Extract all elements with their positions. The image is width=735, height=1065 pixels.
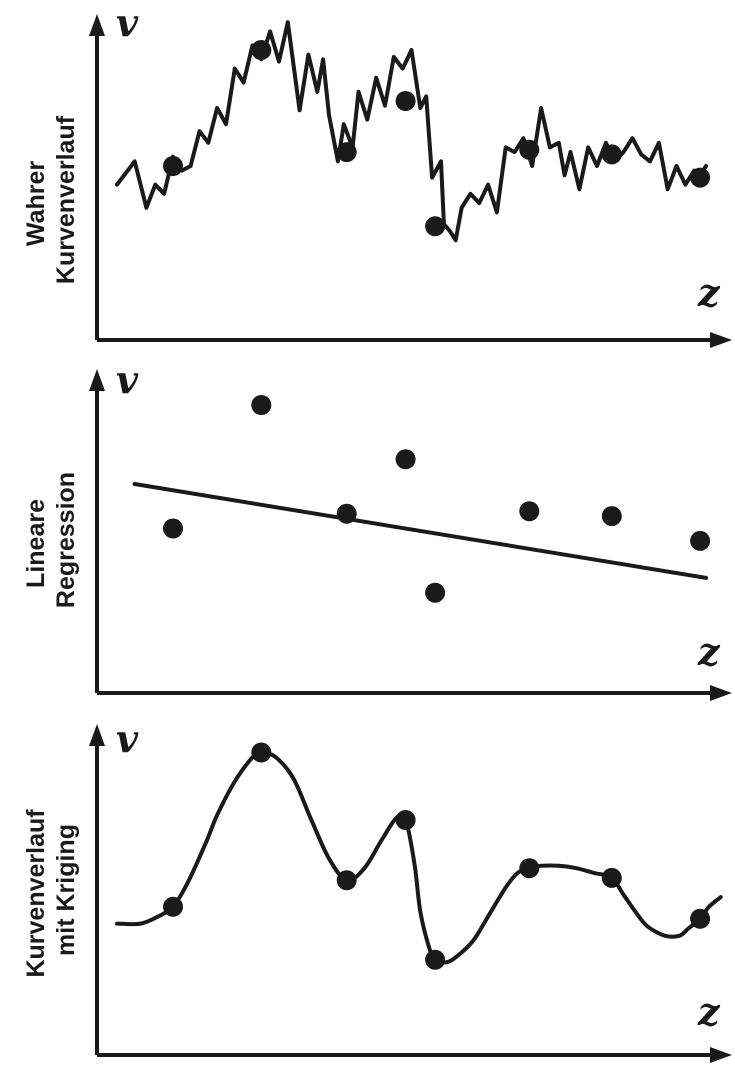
data-point-2 bbox=[251, 395, 272, 415]
data-point-1 bbox=[163, 896, 183, 917]
data-point-5 bbox=[425, 582, 446, 603]
y-axis-label: v bbox=[116, 357, 139, 402]
x-axis-label: z bbox=[697, 270, 721, 315]
sample-points bbox=[163, 395, 711, 603]
data-point-7 bbox=[601, 144, 622, 165]
y-axis-label: v bbox=[116, 0, 139, 45]
data-point-7 bbox=[601, 506, 622, 527]
data-point-3 bbox=[336, 503, 357, 524]
panel-label: Lineare Regression bbox=[22, 472, 80, 608]
x-axis-arrow bbox=[710, 685, 732, 701]
x-axis-arrow bbox=[710, 332, 732, 348]
kriging-curve bbox=[115, 750, 723, 965]
panel-label-line-2: mit Kriging bbox=[52, 824, 80, 956]
data-point-1 bbox=[163, 156, 183, 176]
regression-line bbox=[132, 482, 708, 580]
panel-linear-regression: v z Lineare Regression bbox=[22, 357, 732, 701]
y-axis-label: v bbox=[116, 716, 139, 761]
data-point-7 bbox=[601, 867, 622, 888]
panel-label-line-2: Regression bbox=[52, 472, 80, 608]
data-point-5 bbox=[425, 216, 446, 237]
sample-points bbox=[163, 40, 711, 237]
data-point-6 bbox=[519, 501, 540, 522]
panel-true-curve: v z Wahrer Kurvenverlauf bbox=[22, 0, 732, 348]
panel-label: Kurvenverlauf mit Kriging bbox=[22, 802, 80, 977]
data-point-4 bbox=[395, 449, 416, 470]
data-point-1 bbox=[163, 518, 183, 539]
x-axis-label: z bbox=[697, 629, 721, 674]
panel-label-line-1: Wahrer bbox=[22, 161, 50, 246]
panel-label-line-1: Lineare bbox=[22, 499, 50, 588]
data-point-4 bbox=[395, 810, 416, 830]
panel-label-line-2: Kurvenverlauf bbox=[52, 115, 80, 284]
data-point-4 bbox=[395, 91, 416, 111]
y-axis-arrow bbox=[89, 14, 105, 36]
data-point-2 bbox=[251, 40, 272, 60]
data-point-3 bbox=[336, 142, 357, 163]
y-axis-arrow bbox=[89, 369, 105, 391]
data-point-6 bbox=[519, 858, 540, 879]
x-axis-label: z bbox=[697, 989, 721, 1034]
panel-label-line-1: Kurvenverlauf bbox=[22, 809, 50, 978]
panel-kriging: v z Kurvenverlauf mit Kriging bbox=[22, 716, 732, 1063]
sample-points bbox=[163, 742, 711, 970]
data-point-8 bbox=[690, 530, 711, 551]
data-point-2 bbox=[251, 742, 272, 763]
y-axis-arrow bbox=[89, 724, 105, 746]
data-point-5 bbox=[425, 949, 446, 970]
data-point-6 bbox=[519, 139, 540, 160]
data-point-3 bbox=[336, 870, 357, 891]
data-point-8 bbox=[690, 167, 711, 188]
true-curve-line bbox=[115, 20, 708, 243]
panel-label: Wahrer Kurvenverlauf bbox=[22, 115, 80, 284]
data-point-8 bbox=[690, 908, 711, 929]
x-axis-arrow bbox=[710, 1047, 732, 1063]
